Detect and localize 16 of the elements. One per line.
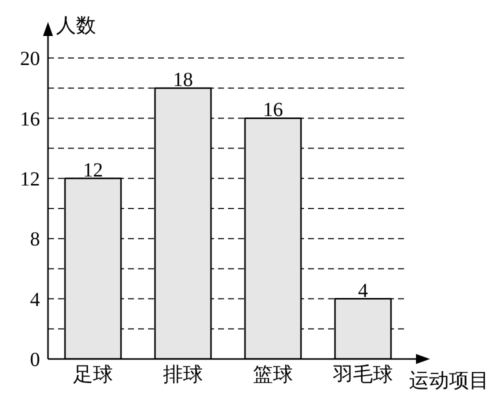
y-tick-label: 20 — [20, 48, 40, 70]
x-tick-label: 羽毛球 — [332, 364, 393, 386]
y-axis-title: 人数 — [56, 14, 96, 39]
y-tick-label: 8 — [30, 228, 40, 251]
x-tick-label: 篮球 — [253, 364, 293, 386]
data-label: 18 — [173, 69, 193, 92]
y-tick-label: 16 — [20, 108, 40, 130]
data-label: 4 — [358, 280, 368, 302]
x-tick-label: 足球 — [73, 364, 113, 386]
data-label: 16 — [263, 99, 283, 122]
data-label: 12 — [83, 159, 103, 182]
x-axis-title: 运动项目 — [409, 369, 489, 394]
y-tick-label: 4 — [30, 288, 40, 311]
x-tick-label: 排球 — [163, 364, 203, 386]
y-tick-label: 12 — [20, 168, 40, 190]
y-tick-label: 0 — [30, 349, 40, 372]
